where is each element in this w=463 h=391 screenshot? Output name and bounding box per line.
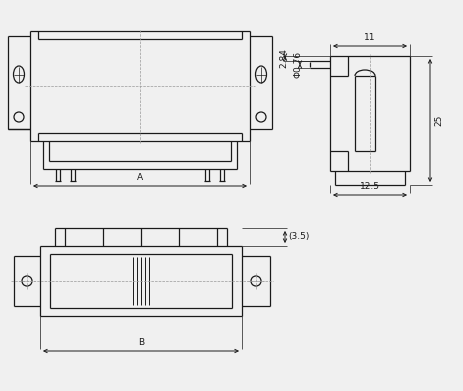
Text: Φ0.76: Φ0.76 (294, 51, 302, 78)
Text: 25: 25 (433, 115, 442, 126)
Text: B: B (138, 338, 144, 347)
Text: (3.5): (3.5) (288, 233, 309, 242)
Text: 11: 11 (363, 33, 375, 42)
Text: A: A (137, 173, 143, 182)
Text: 12.5: 12.5 (359, 182, 379, 191)
Text: 2.84: 2.84 (278, 48, 288, 68)
